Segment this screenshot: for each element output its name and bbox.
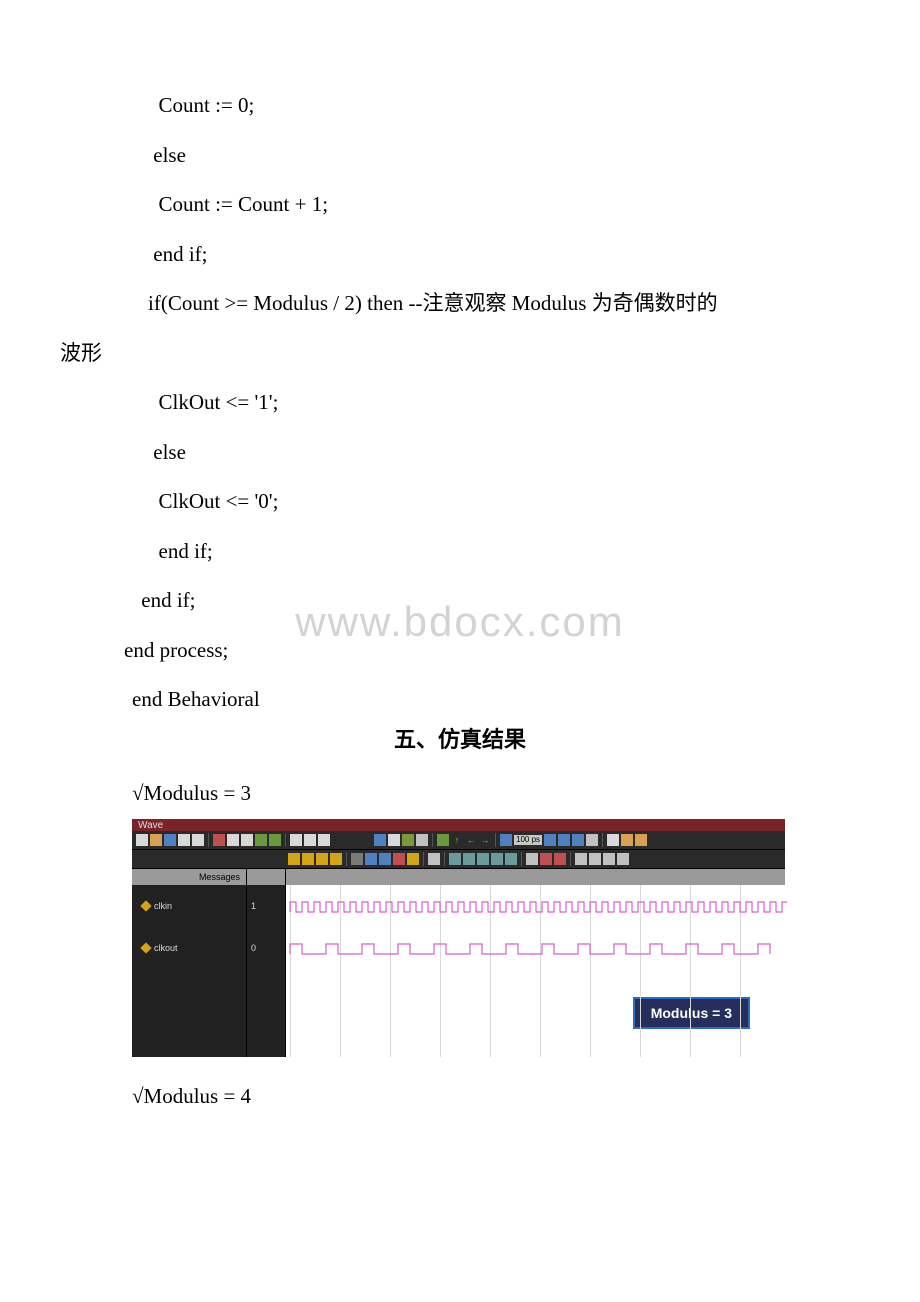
toolbar-icon[interactable]: [241, 834, 253, 846]
signal-row-clkin[interactable]: clkin: [132, 885, 246, 927]
wave-window: Wave ↑←→100 ps Messages clkin clkout: [132, 819, 785, 1057]
toolbar-icon[interactable]: [393, 853, 405, 865]
waveforms: [286, 885, 787, 1005]
signal-names-panel: Messages clkin clkout: [132, 869, 247, 1057]
signal-icon: [140, 942, 151, 953]
toolbar-icon[interactable]: [269, 834, 281, 846]
code-line: 波形: [60, 338, 860, 370]
code-line: end if;: [60, 585, 860, 617]
toolbar-icon[interactable]: [365, 853, 377, 865]
toolbar-icon[interactable]: →: [479, 834, 491, 846]
toolbar-icon[interactable]: [500, 834, 512, 846]
toolbar-icon[interactable]: [374, 834, 386, 846]
toolbar-icon[interactable]: ↑: [451, 834, 463, 846]
toolbar-icon[interactable]: [150, 834, 162, 846]
wave-titlebar: Wave: [132, 819, 785, 831]
code-line: end if;: [60, 239, 860, 271]
toolbar-icon[interactable]: [554, 853, 566, 865]
result-label-mod3: √Modulus = 3: [60, 778, 860, 810]
toolbar-icon[interactable]: [178, 834, 190, 846]
section-heading: 五、仿真结果: [60, 722, 860, 754]
toolbar-icon[interactable]: [213, 834, 225, 846]
code-line: else: [60, 140, 860, 172]
signal-values-panel: 1 0: [247, 869, 286, 1057]
code-line: ClkOut <= '1';: [60, 387, 860, 419]
code-line: if(Count >= Modulus / 2) then --注意观察 Mod…: [60, 288, 860, 320]
code-line: else: [60, 437, 860, 469]
toolbar-icon[interactable]: [288, 853, 300, 865]
time-ruler: [286, 869, 785, 885]
waveform-figure: Wave ↑←→100 ps Messages clkin clkout: [132, 819, 785, 1057]
toolbar-icon[interactable]: [437, 834, 449, 846]
toolbar-icon[interactable]: [544, 834, 556, 846]
toolbar-icon[interactable]: [558, 834, 570, 846]
toolbar-icon[interactable]: [526, 853, 538, 865]
toolbar-icon[interactable]: [379, 853, 391, 865]
code-line: Count := Count + 1;: [60, 189, 860, 221]
code-line: end Behavioral: [60, 684, 860, 716]
toolbar-icon[interactable]: [402, 834, 414, 846]
toolbar-icon[interactable]: [136, 834, 148, 846]
wave-toolbar-2: [132, 850, 785, 869]
code-line: end if;: [60, 536, 860, 568]
signal-name: clkin: [154, 901, 172, 911]
signal-value: 0: [247, 927, 285, 969]
toolbar-icon[interactable]: [635, 834, 647, 846]
signal-name: clkout: [154, 943, 178, 953]
toolbar-icon[interactable]: [449, 853, 461, 865]
toolbar-icon[interactable]: [572, 834, 584, 846]
toolbar-icon[interactable]: [302, 853, 314, 865]
toolbar-icon[interactable]: [351, 853, 363, 865]
toolbar-icon[interactable]: [617, 853, 629, 865]
toolbar-icon[interactable]: [192, 834, 204, 846]
toolbar-icon[interactable]: [416, 834, 428, 846]
toolbar-icon[interactable]: [477, 853, 489, 865]
signal-row-clkout[interactable]: clkout: [132, 927, 246, 969]
toolbar-icon[interactable]: [428, 853, 440, 865]
toolbar-icon[interactable]: [304, 834, 316, 846]
toolbar-icon[interactable]: [318, 834, 330, 846]
waveform-area[interactable]: Modulus = 3: [286, 869, 785, 1057]
toolbar-icon[interactable]: [330, 853, 342, 865]
toolbar-icon[interactable]: ←: [465, 834, 477, 846]
signal-value: 1: [247, 885, 285, 927]
toolbar-icon[interactable]: [607, 834, 619, 846]
toolbar-icon[interactable]: [505, 853, 517, 865]
toolbar-icon[interactable]: [540, 853, 552, 865]
toolbar-icon[interactable]: [589, 853, 601, 865]
code-line: Count := 0;: [60, 90, 860, 122]
result-label-mod4: √Modulus = 4: [60, 1081, 860, 1113]
toolbar-icon[interactable]: [463, 853, 475, 865]
code-line: end process;: [60, 635, 860, 667]
toolbar-icon[interactable]: [388, 834, 400, 846]
toolbar-icon[interactable]: [227, 834, 239, 846]
toolbar-icon[interactable]: [316, 853, 328, 865]
code-line: ClkOut <= '0';: [60, 486, 860, 518]
toolbar-icon[interactable]: [491, 853, 503, 865]
toolbar-icon[interactable]: [407, 853, 419, 865]
signal-icon: [140, 900, 151, 911]
toolbar-icon[interactable]: [255, 834, 267, 846]
toolbar-icon[interactable]: [575, 853, 587, 865]
toolbar-icon[interactable]: [621, 834, 633, 846]
toolbar-icon[interactable]: [164, 834, 176, 846]
toolbar-icon[interactable]: [290, 834, 302, 846]
messages-header: Messages: [132, 869, 246, 885]
toolbar-icon[interactable]: [586, 834, 598, 846]
wave-toolbar-1: ↑←→100 ps: [132, 831, 785, 850]
toolbar-icon[interactable]: [603, 853, 615, 865]
